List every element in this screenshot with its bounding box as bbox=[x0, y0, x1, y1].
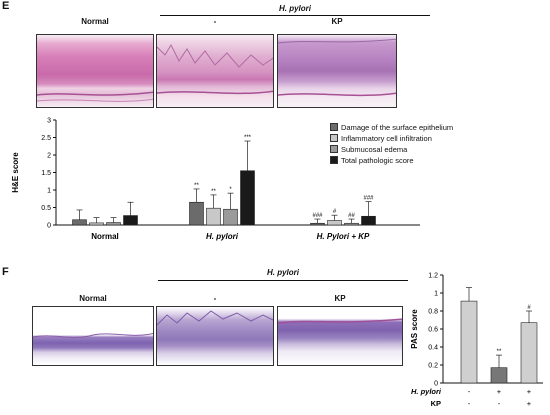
he-micrograph-kp bbox=[277, 34, 397, 108]
panel-f-row-label: KP bbox=[431, 399, 441, 408]
panel-e-y-axis-label: H&E score bbox=[11, 152, 20, 193]
panel-e-y-tick-label: 2.5 bbox=[41, 135, 51, 142]
pas-micrograph-normal bbox=[32, 306, 154, 366]
panel-f-y-tick-label: 0.8 bbox=[428, 309, 438, 316]
pas-micrograph-kp bbox=[277, 306, 403, 366]
panel-e-significance-mark: # bbox=[333, 209, 337, 215]
panel-e-bar bbox=[223, 208, 238, 226]
panel-e-bar bbox=[123, 215, 138, 226]
legend-item-edema: Submucosal edema bbox=[330, 144, 453, 154]
panel-e-significance-mark: ### bbox=[363, 196, 374, 202]
panel-f-bar bbox=[490, 367, 508, 384]
panel-e-category-label: Normal bbox=[91, 232, 119, 241]
panel-e-bar bbox=[106, 222, 121, 226]
panel-e-y-tick-label: 3 bbox=[47, 118, 51, 125]
panel-e-bar bbox=[189, 201, 204, 226]
he-micrograph-normal bbox=[36, 34, 154, 108]
legend-item-damage: Damage of the surface epithelium bbox=[330, 122, 453, 132]
legend-label-inflammatory: Inflammatory cell infiltration bbox=[341, 133, 432, 143]
panel-f-bar bbox=[520, 322, 538, 384]
panel-e-category-label: H. Pylori + KP bbox=[317, 232, 370, 241]
panel-e-y-tick-label: 0.5 bbox=[41, 205, 51, 212]
panel-f-label-kp: KP bbox=[334, 294, 346, 303]
panel-f-row-value: + bbox=[527, 399, 532, 408]
legend-swatch-edema bbox=[330, 145, 338, 153]
panel-e-significance-mark: ### bbox=[312, 213, 323, 219]
panel-e-bar bbox=[310, 222, 325, 226]
legend-swatch-inflammatory bbox=[330, 134, 338, 142]
panel-f-bar bbox=[460, 300, 478, 384]
panel-f-row-value: - bbox=[468, 399, 471, 408]
panel-f-y-tick-label: 1.2 bbox=[428, 273, 438, 280]
panel-e-significance-mark: ** bbox=[194, 183, 199, 189]
legend-swatch-total bbox=[330, 156, 338, 164]
panel-f-y-axis-label: PAS score bbox=[410, 309, 419, 349]
panel-e-y-tick-label: 2 bbox=[47, 153, 51, 160]
panel-f-y-tick-label: 1 bbox=[434, 291, 438, 298]
panel-e-bar bbox=[89, 222, 104, 226]
panel-e-significance-mark: ** bbox=[211, 189, 216, 195]
panel-f-y-tick-label: 0.4 bbox=[428, 345, 438, 352]
panel-e-label-kp: KP bbox=[331, 17, 343, 26]
panel-e-y-tick-label: 1.5 bbox=[41, 170, 51, 177]
panel-f-label-minus: - bbox=[213, 294, 217, 303]
pas-micrograph-hpylori bbox=[156, 306, 274, 366]
panel-f-label-normal: Normal bbox=[79, 294, 107, 303]
panel-e-label-minus: - bbox=[213, 17, 217, 26]
panel-e-header-group: H. pylori bbox=[278, 4, 311, 13]
panel-f-chart: 0 0.2 0.4 0.6 0.8 1 1.2 PAS score ** # H. pylori - +… bbox=[410, 273, 543, 408]
panel-e-bar bbox=[72, 219, 87, 226]
panel-e-legend: Damage of the surface epithelium Inflamm… bbox=[330, 122, 453, 165]
panel-f-y-tick-label: 0 bbox=[434, 381, 438, 388]
panel-e-bar bbox=[327, 220, 342, 226]
legend-label-total: Total pathologic score bbox=[341, 155, 414, 165]
panel-e-significance-mark: *** bbox=[244, 135, 252, 141]
panel-e-bar bbox=[344, 222, 359, 226]
panel-f-row-label: H. pylori bbox=[411, 387, 442, 396]
legend-item-inflammatory: Inflammatory cell infiltration bbox=[330, 133, 453, 143]
panel-f-significance-mark: # bbox=[527, 305, 531, 311]
panel-e-significance-mark: * bbox=[229, 187, 232, 193]
panel-e-letter: E bbox=[2, 0, 10, 12]
panel-f-row-value: + bbox=[527, 387, 532, 396]
panel-f-header-line bbox=[158, 280, 408, 281]
legend-label-edema: Submucosal edema bbox=[341, 144, 408, 154]
panel-e-bar bbox=[240, 170, 255, 226]
panel-f-letter: F bbox=[2, 266, 9, 278]
legend-swatch-damage bbox=[330, 123, 338, 131]
panel-f-row-value: - bbox=[498, 399, 501, 408]
panel-e-bar bbox=[361, 215, 376, 226]
panel-f-significance-mark: ** bbox=[497, 349, 502, 355]
panel-f-y-tick-label: 0.6 bbox=[428, 327, 438, 334]
panel-f-row-value: - bbox=[468, 387, 471, 396]
panel-e-bar bbox=[206, 207, 221, 226]
panel-f-row-value: + bbox=[497, 387, 502, 396]
he-micrograph-hpylori bbox=[156, 34, 274, 108]
panel-e-label-normal: Normal bbox=[81, 17, 109, 26]
panel-e-significance-mark: ## bbox=[348, 213, 355, 219]
panel-e-header-line bbox=[160, 15, 430, 16]
legend-item-total: Total pathologic score bbox=[330, 155, 453, 165]
panel-e-y-tick-label: 0 bbox=[47, 223, 51, 230]
legend-label-damage: Damage of the surface epithelium bbox=[341, 122, 454, 132]
panel-f-y-tick-label: 0.2 bbox=[428, 363, 438, 370]
panel-f-header-group: H. pylori bbox=[266, 268, 299, 277]
panel-e-category-label: H. pylori bbox=[206, 232, 239, 241]
panel-e-y-tick-label: 1 bbox=[47, 188, 51, 195]
